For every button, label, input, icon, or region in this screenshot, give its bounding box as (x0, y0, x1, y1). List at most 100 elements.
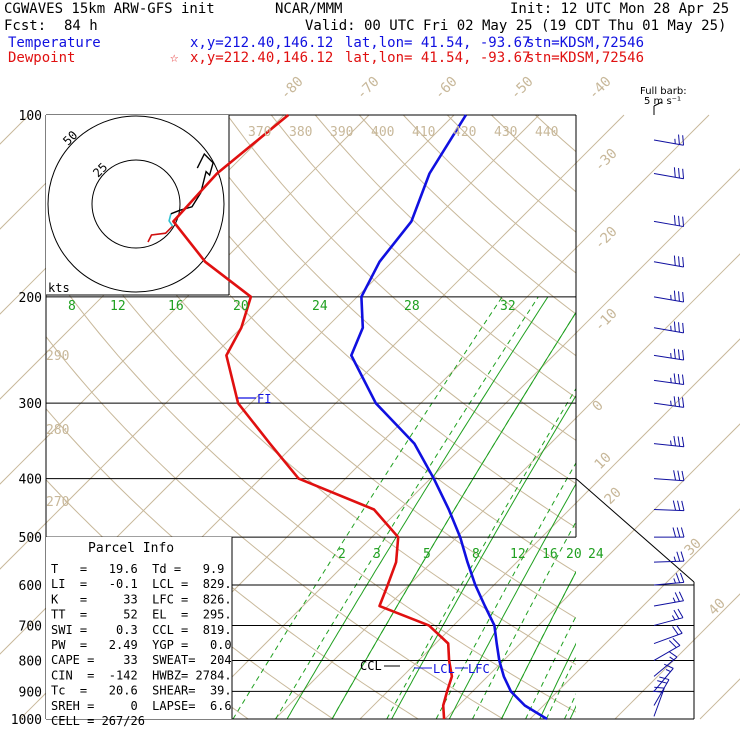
wind-barb-tick (682, 322, 685, 333)
temperature-latlon: lat,lon= 41.54, -93.67 (345, 35, 531, 51)
parcel-row: Tc = 20.6 SHEAR= 39. (51, 684, 232, 698)
wind-barb (653, 638, 681, 661)
wind-barb-tick (675, 573, 681, 583)
isotherm-label: 0 (590, 398, 607, 415)
wind-barb-tick (671, 615, 676, 621)
dewpoint-latlon: lat,lon= 41.54, -93.67 (345, 50, 531, 66)
org-label: NCAR/MMM (275, 1, 343, 17)
mixing-ratio-label: 16 (542, 547, 558, 562)
dry-adiabat-290 (46, 335, 505, 719)
wind-barb-staff (653, 668, 674, 692)
mixing-ratio-label: 24 (312, 299, 328, 314)
hodograph-units: kts (48, 281, 70, 295)
wind-barb-tick (681, 470, 685, 481)
theta-label: 400 (371, 125, 394, 140)
mixing-ratio-label: 20 (566, 547, 582, 562)
wind-barb-staff (653, 600, 684, 607)
wind-barb-tick (669, 656, 675, 661)
wind-barb-tick (677, 608, 684, 618)
forecast-hour: 84 h (64, 18, 98, 34)
wind-barb-tick (670, 440, 672, 446)
wind-barbs: Full barb:5 m s⁻¹ (640, 86, 687, 717)
moist-adiabat-line (564, 693, 576, 719)
wind-barb-tick (668, 650, 678, 658)
pressure-label-1000: 1000 (11, 713, 42, 728)
wind-barb-staff (653, 296, 684, 303)
dry-adiabat-400 (402, 115, 576, 274)
wind-barb (653, 470, 685, 482)
wind-barb (653, 167, 685, 180)
parcel-panel-background (46, 537, 232, 719)
wind-barb-tick (682, 350, 685, 361)
forecast-label: Fcst: (4, 18, 47, 34)
pressure-label-300: 300 (19, 397, 42, 412)
parcel-row: CIN = -142 HWBZ= 2784. (51, 668, 232, 682)
temperature-legend-label: Temperature (8, 35, 101, 51)
dry-adiabat-320 (50, 115, 576, 619)
dewpoint-station: stn=KDSM,72546 (526, 50, 645, 66)
dry-adiabat-350 (182, 115, 576, 485)
wind-barb-tick (677, 500, 681, 511)
parcel-row: SREH = 0 LAPSE= 6.6 (51, 699, 232, 713)
wind-barb-tick (654, 686, 665, 689)
temperature-xy: x,y=212.40,146.12 (190, 35, 334, 51)
mixing-ratio-label: 12 (510, 547, 526, 562)
mixing-ratio-line-5 (391, 394, 576, 719)
mixing-ratio-label: 12 (110, 299, 126, 314)
wind-barb-staff (653, 656, 678, 677)
isotherm-line (444, 423, 740, 720)
wind-barb (653, 551, 685, 563)
dry-adiabat-340 (138, 115, 576, 529)
wind-barb-staff (653, 679, 670, 706)
wind-barb-tick (665, 669, 671, 673)
hodograph-background (46, 115, 229, 295)
wind-barb-tick (673, 321, 676, 332)
profiles (172, 113, 548, 721)
wind-barb-staff (653, 220, 684, 228)
pressure-label-800: 800 (19, 654, 42, 669)
wind-barb-staff (653, 560, 684, 563)
dry-adiabat-300 (46, 261, 576, 713)
wind-barb-tick (677, 470, 681, 481)
wind-barb (653, 255, 685, 268)
parcel-row: CAPE = 33 SWEAT= 204 (51, 653, 232, 667)
parcel-row: K = 33 LFC = 826. (51, 592, 232, 606)
theta-label: 420 (453, 125, 476, 140)
mixing-ratio-line-20 (569, 704, 576, 719)
wind-barb-tick (664, 663, 674, 669)
wind-barb-tick (677, 373, 681, 385)
wind-barb-tick (672, 638, 681, 646)
wind-barb-tick (678, 256, 680, 267)
temperature-station: stn=KDSM,72546 (526, 35, 645, 51)
wind-barb-tick (678, 134, 680, 145)
wind-barb-staff (653, 327, 684, 334)
dewpoint-legend-label: Dewpoint (8, 50, 76, 66)
parcel-info-panel: Parcel Info T = 19.6 Td = 9.9LI = -0.1 LC… (46, 537, 233, 728)
mixing-ratio-label: 20 (233, 299, 249, 314)
mixing-ratio-label: 8 (68, 299, 76, 314)
wind-barb-tick (672, 626, 679, 635)
wind-barb-tick (673, 215, 676, 226)
wind-barb (653, 215, 685, 228)
wind-barb-tick (682, 216, 685, 227)
dewpoint-star-icon: ☆ (170, 50, 179, 66)
dry-adiabat-380 (314, 115, 576, 357)
model-title: CGWAVES 15km ARW-GFS init (4, 1, 215, 17)
wind-barb-staff (653, 509, 684, 512)
isotherm-label: -40 (586, 74, 615, 103)
pressure-label-500: 500 (19, 531, 42, 546)
parcel-row: T = 19.6 Td = 9.9 (51, 562, 224, 576)
parcel-row: CELL = 267/26 (51, 714, 145, 728)
wind-barb-tick (680, 527, 685, 538)
isotherm-label: 30 (682, 536, 705, 559)
isotherm-label: -30 (592, 146, 621, 175)
wind-barb-tick (678, 322, 680, 333)
wind-barb-tick (673, 348, 676, 359)
isotherm-label: -80 (278, 74, 307, 103)
parcel-row: PW = 2.49 YGP = 0.0 (51, 638, 232, 652)
wind-barb-staff (653, 632, 683, 645)
valid-time: Valid: 00 UTC Fri 02 May 25 (19 CDT Thu … (305, 18, 727, 34)
wind-barb (654, 527, 685, 538)
init-time: Init: 12 UTC Mon 28 Apr 25 (510, 1, 730, 17)
